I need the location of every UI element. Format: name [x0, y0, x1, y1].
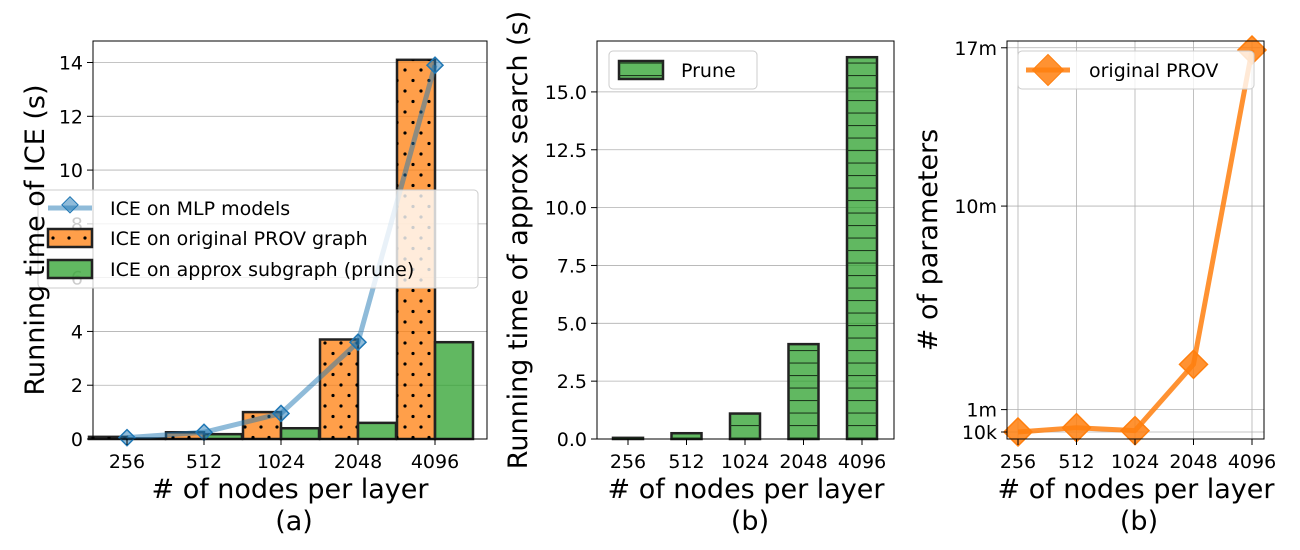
x-tick-label: 1024: [257, 451, 305, 473]
bars: [611, 55, 879, 441]
y-tick-label: 1m: [966, 400, 997, 422]
x-tick-label: 4096: [1228, 451, 1276, 473]
legend: original PROV: [1017, 50, 1255, 90]
legend-swatch-hatch: [619, 61, 663, 79]
x-tick-label: 1024: [721, 451, 769, 473]
panel-subtitle: (b): [1120, 506, 1158, 537]
legend: ICE on MLP models ICE on original PROV g…: [37, 189, 479, 289]
plot-frame: [1006, 40, 1265, 440]
y-tick-label: 2: [71, 375, 83, 397]
y-tick-label: 4: [71, 321, 83, 343]
y-tick-label: 10: [59, 160, 83, 182]
line-point: [1061, 412, 1092, 443]
bar-hatch: [730, 413, 760, 439]
bar-hatch: [613, 437, 643, 439]
bar-hatch: [671, 433, 702, 439]
bar-approx-prune: [356, 421, 398, 441]
chart-panel-b: 0.0 2.5 5.0 7.5 10.0 12.5 15.0 256 512 1024 2048 40…: [503, 11, 895, 537]
y-axis-label: # of parameters: [913, 129, 944, 351]
x-tick-label: 256: [109, 451, 145, 473]
panel-subtitle: (a): [275, 506, 313, 537]
y-tick-label: 0.0: [557, 429, 587, 451]
legend-frame: [37, 189, 479, 289]
y-tick-label: 17m: [954, 38, 997, 60]
x-tick-label: 512: [186, 451, 222, 473]
x-tick-label: 512: [668, 451, 704, 473]
line-point: [1178, 349, 1209, 380]
y-tick-label: 12: [59, 106, 83, 128]
x-axis-label: # of nodes per layer: [151, 474, 429, 505]
legend-marker-diamond: [61, 195, 79, 214]
panel-subtitle: (b): [731, 506, 769, 537]
x-tick-label: 4096: [838, 451, 886, 473]
line-point: [348, 333, 368, 352]
bar-approx-prune: [279, 426, 321, 441]
y-tick-label: 10k: [962, 422, 997, 444]
y-tick-label: 0: [71, 429, 83, 451]
x-tick-label: 1024: [1111, 451, 1159, 473]
line-point: [117, 428, 137, 447]
legend-label-prune: Prune: [681, 60, 736, 82]
x-axis-label: # of nodes per layer: [607, 474, 885, 505]
line-point: [425, 56, 445, 75]
x-tick-label: 256: [1000, 451, 1036, 473]
x-tick-label: 512: [1058, 451, 1094, 473]
legend-label-mlp: ICE on MLP models: [110, 198, 290, 220]
legend-swatch-orange-hatch: [48, 229, 92, 247]
y-tick-label: 7.5: [557, 255, 587, 277]
legend-marker-diamond: [1031, 53, 1065, 87]
bar-approx-prune: [433, 340, 475, 441]
x-tick-label: 2048: [1169, 451, 1217, 473]
x-tick-label: 2048: [334, 451, 382, 473]
legend: Prune: [608, 50, 758, 90]
x-tick-label: 4096: [411, 451, 459, 473]
y-tick-label: 12.5: [545, 140, 587, 162]
y-tick-label: 10.0: [545, 198, 587, 220]
y-tick-label: 10m: [954, 196, 997, 218]
x-tick-label: 2048: [779, 451, 827, 473]
bar-hatch: [788, 344, 819, 439]
y-tick-label: 15.0: [545, 82, 587, 104]
bar-hatch: [89, 436, 127, 439]
y-axis-label: Running time of ICE (s): [20, 84, 51, 395]
legend-label-prov: original PROV: [1089, 60, 1218, 82]
gridlines: [1007, 41, 1264, 439]
legend-frame: [1017, 50, 1255, 90]
y-axis-label: Running time of approx search (s): [503, 11, 534, 469]
legend-label-prov: ICE on original PROV graph: [110, 228, 368, 250]
legend-label-prune: ICE on approx subgraph (prune): [110, 259, 414, 281]
legend-swatch-green: [46, 258, 94, 280]
x-axis-label: # of nodes per layer: [997, 474, 1275, 505]
axis-ticks: 0.0 2.5 5.0 7.5 10.0 12.5 15.0 256 512 1024 2048 40…: [545, 82, 886, 473]
y-tick-label: 14: [59, 53, 83, 75]
bar-hatch: [320, 339, 358, 439]
y-tick-label: 5.0: [557, 313, 587, 335]
x-tick-label: 256: [610, 451, 646, 473]
chart-panel-a: 02468101214256512102420484096 ICE on MLP…: [20, 40, 488, 537]
line-point: [271, 404, 291, 423]
bar-hatch: [847, 57, 877, 440]
y-tick-label: 2.5: [557, 371, 587, 393]
